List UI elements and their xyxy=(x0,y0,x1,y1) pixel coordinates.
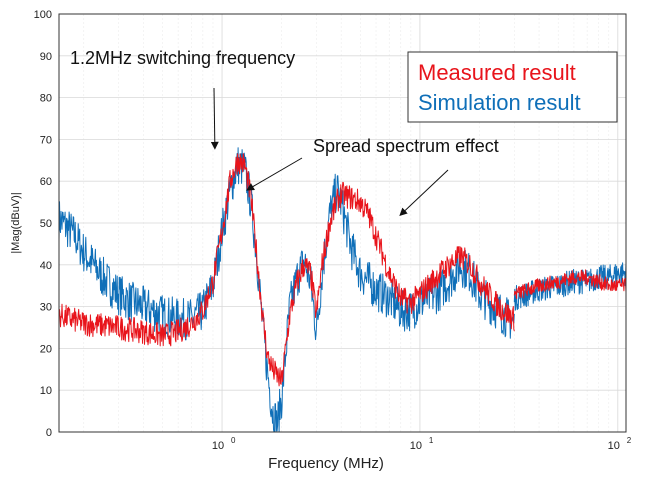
series-measured-result-line-high-band xyxy=(513,269,627,299)
x-tick-label: 10 xyxy=(608,440,620,452)
y-tick-label: 10 xyxy=(40,385,52,397)
annotation-arrow xyxy=(399,169,449,217)
legend-entry-measured: Measured result xyxy=(418,60,576,85)
legend: Measured result Simulation result xyxy=(407,51,618,123)
y-tick-label: 0 xyxy=(46,427,52,439)
y-tick-label: 50 xyxy=(40,218,52,230)
x-axis-label: Frequency (MHz) xyxy=(268,455,384,472)
x-tick-label: 10 xyxy=(212,440,224,452)
x-tick-exponent: 0 xyxy=(231,436,236,445)
series-layer xyxy=(58,147,627,433)
y-tick-label: 20 xyxy=(40,343,52,355)
legend-entry-simulation: Simulation result xyxy=(418,90,581,115)
series-measured-result-line xyxy=(58,153,515,387)
y-tick-label: 40 xyxy=(40,260,52,272)
annotation-switching-frequency: 1.2MHz switching frequency xyxy=(70,48,295,68)
y-tick-label: 70 xyxy=(40,134,52,146)
y-tick-label: 100 xyxy=(34,9,52,21)
y-axis-label: |Mag(dBuV)| xyxy=(10,192,22,253)
x-tick-label: 10 xyxy=(410,440,422,452)
y-tick-label: 60 xyxy=(40,176,52,188)
annotation-spread-spectrum: Spread spectrum effect xyxy=(313,136,499,156)
y-tick-label: 30 xyxy=(40,302,52,314)
legend-box xyxy=(407,51,618,123)
annotation-arrow xyxy=(210,87,219,150)
plot-frame xyxy=(58,13,627,433)
series-simulation-result-line xyxy=(58,147,515,433)
y-tick-label: 90 xyxy=(40,51,52,63)
y-tick-label: 80 xyxy=(40,93,52,105)
annotation-arrow xyxy=(246,157,303,191)
annotations: 1.2MHz switching frequency Spread spectr… xyxy=(70,48,499,217)
x-tick-exponent: 1 xyxy=(429,436,434,445)
x-tick-exponent: 2 xyxy=(627,436,632,445)
